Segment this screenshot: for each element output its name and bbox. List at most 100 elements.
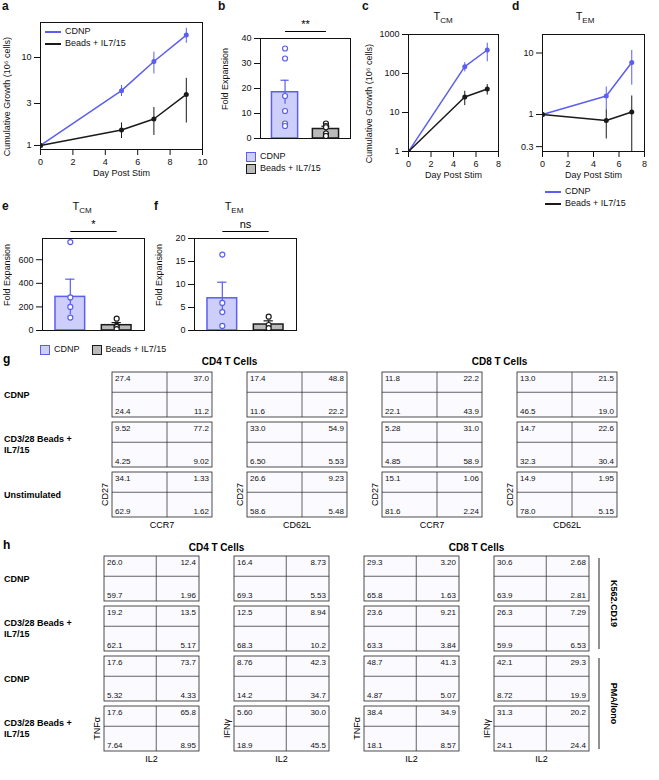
svg-text:31.3: 31.3	[497, 708, 513, 717]
svg-text:CDNP: CDNP	[4, 674, 30, 684]
svg-text:5.17: 5.17	[180, 641, 196, 650]
svg-text:0: 0	[540, 159, 545, 169]
svg-text:11.6: 11.6	[250, 407, 266, 416]
svg-text:PMA/Iono: PMA/Iono	[609, 683, 619, 725]
svg-text:K562.CD19: K562.CD19	[609, 580, 619, 627]
svg-text:8.76: 8.76	[237, 658, 253, 667]
svg-text:600: 600	[18, 255, 33, 265]
svg-text:10: 10	[389, 107, 399, 117]
svg-text:8.57: 8.57	[440, 741, 456, 750]
svg-text:5.53: 5.53	[310, 591, 326, 600]
svg-text:0: 0	[180, 325, 185, 335]
svg-text:22.2: 22.2	[328, 407, 344, 416]
svg-text:9.23: 9.23	[328, 474, 344, 483]
svg-text:62.9: 62.9	[115, 507, 131, 516]
svg-text:48.8: 48.8	[328, 374, 344, 383]
svg-text:1.63: 1.63	[440, 591, 456, 600]
svg-text:10: 10	[197, 157, 207, 167]
svg-text:CD27: CD27	[370, 483, 380, 506]
svg-text:5.07: 5.07	[440, 691, 456, 700]
svg-text:Day Post Stim: Day Post Stim	[93, 168, 150, 178]
svg-text:4.87: 4.87	[367, 691, 383, 700]
svg-text:5.32: 5.32	[107, 691, 123, 700]
svg-text:*: *	[91, 218, 96, 230]
svg-text:10: 10	[175, 279, 185, 289]
svg-text:24.1: 24.1	[497, 741, 513, 750]
svg-text:3.84: 3.84	[440, 641, 456, 650]
svg-text:17.6: 17.6	[107, 658, 123, 667]
svg-text:TNFα: TNFα	[352, 717, 362, 740]
svg-text:12.4: 12.4	[180, 558, 196, 567]
svg-text:69.3: 69.3	[237, 591, 253, 600]
svg-text:IFNγ: IFNγ	[222, 719, 232, 738]
svg-text:21.5: 21.5	[598, 374, 614, 383]
svg-text:10: 10	[241, 108, 251, 118]
svg-text:CDNP: CDNP	[4, 390, 30, 400]
svg-text:CD3/28 Beads +IL7/15: CD3/28 Beads +IL7/15	[4, 718, 72, 739]
svg-text:TNFα: TNFα	[92, 717, 102, 740]
svg-text:1: 1	[394, 146, 399, 156]
svg-text:32.3: 32.3	[520, 457, 536, 466]
svg-text:10: 10	[523, 48, 533, 58]
svg-text:0: 0	[28, 325, 33, 335]
svg-text:CD8 T Cells: CD8 T Cells	[449, 542, 505, 553]
svg-text:22.2: 22.2	[463, 374, 479, 383]
svg-text:20: 20	[241, 83, 251, 93]
svg-text:19.2: 19.2	[107, 608, 123, 617]
svg-text:20.2: 20.2	[570, 708, 586, 717]
svg-text:**: **	[301, 18, 310, 30]
svg-text:2.81: 2.81	[570, 591, 586, 600]
svg-text:30.6: 30.6	[497, 558, 513, 567]
svg-text:38.4: 38.4	[367, 708, 383, 717]
svg-text:63.9: 63.9	[497, 591, 513, 600]
svg-text:46.5: 46.5	[520, 407, 536, 416]
svg-text:IL2: IL2	[145, 754, 158, 764]
svg-text:0: 0	[246, 133, 251, 143]
svg-text:CD8 T Cells: CD8 T Cells	[472, 356, 528, 367]
svg-text:CD3/28 Beads +IL7/15: CD3/28 Beads +IL7/15	[4, 618, 72, 639]
svg-text:5.53: 5.53	[328, 457, 344, 466]
svg-text:48.7: 48.7	[367, 658, 383, 667]
svg-text:g: g	[3, 352, 10, 366]
svg-text:14.9: 14.9	[520, 474, 536, 483]
svg-text:CD27: CD27	[100, 483, 110, 506]
svg-text:8.95: 8.95	[180, 741, 196, 750]
svg-text:7.64: 7.64	[107, 741, 123, 750]
svg-text:IL2: IL2	[535, 754, 548, 764]
svg-text:68.3: 68.3	[237, 641, 253, 650]
svg-text:8.72: 8.72	[497, 691, 513, 700]
svg-text:1: 1	[26, 140, 31, 150]
svg-text:8.73: 8.73	[310, 558, 326, 567]
svg-text:62.1: 62.1	[107, 641, 123, 650]
svg-text:5.15: 5.15	[598, 507, 614, 516]
svg-text:CD62L: CD62L	[283, 520, 311, 530]
svg-text:17.6: 17.6	[107, 708, 123, 717]
svg-text:6.53: 6.53	[570, 641, 586, 650]
svg-text:4: 4	[103, 157, 108, 167]
svg-text:2: 2	[565, 159, 570, 169]
svg-text:6.50: 6.50	[250, 457, 266, 466]
svg-text:63.3: 63.3	[367, 641, 383, 650]
svg-text:h: h	[3, 538, 10, 552]
svg-text:54.9: 54.9	[328, 424, 344, 433]
svg-text:4: 4	[591, 159, 596, 169]
svg-text:2.68: 2.68	[570, 558, 586, 567]
svg-text:200: 200	[18, 302, 33, 312]
svg-text:30: 30	[241, 58, 251, 68]
svg-text:6: 6	[616, 159, 621, 169]
svg-text:65.8: 65.8	[180, 708, 196, 717]
svg-text:37.0: 37.0	[193, 374, 209, 383]
svg-text:CD62L: CD62L	[553, 520, 581, 530]
svg-text:8.94: 8.94	[310, 608, 326, 617]
svg-text:1.96: 1.96	[180, 591, 196, 600]
svg-text:15: 15	[175, 256, 185, 266]
svg-text:5.28: 5.28	[385, 424, 401, 433]
svg-text:5.48: 5.48	[328, 507, 344, 516]
svg-text:20: 20	[175, 233, 185, 243]
svg-text:3: 3	[26, 98, 31, 108]
svg-text:2.24: 2.24	[463, 507, 479, 516]
svg-text:13.0: 13.0	[520, 374, 536, 383]
svg-text:16.4: 16.4	[237, 558, 253, 567]
svg-text:CCR7: CCR7	[150, 520, 175, 530]
svg-text:22.6: 22.6	[598, 424, 614, 433]
